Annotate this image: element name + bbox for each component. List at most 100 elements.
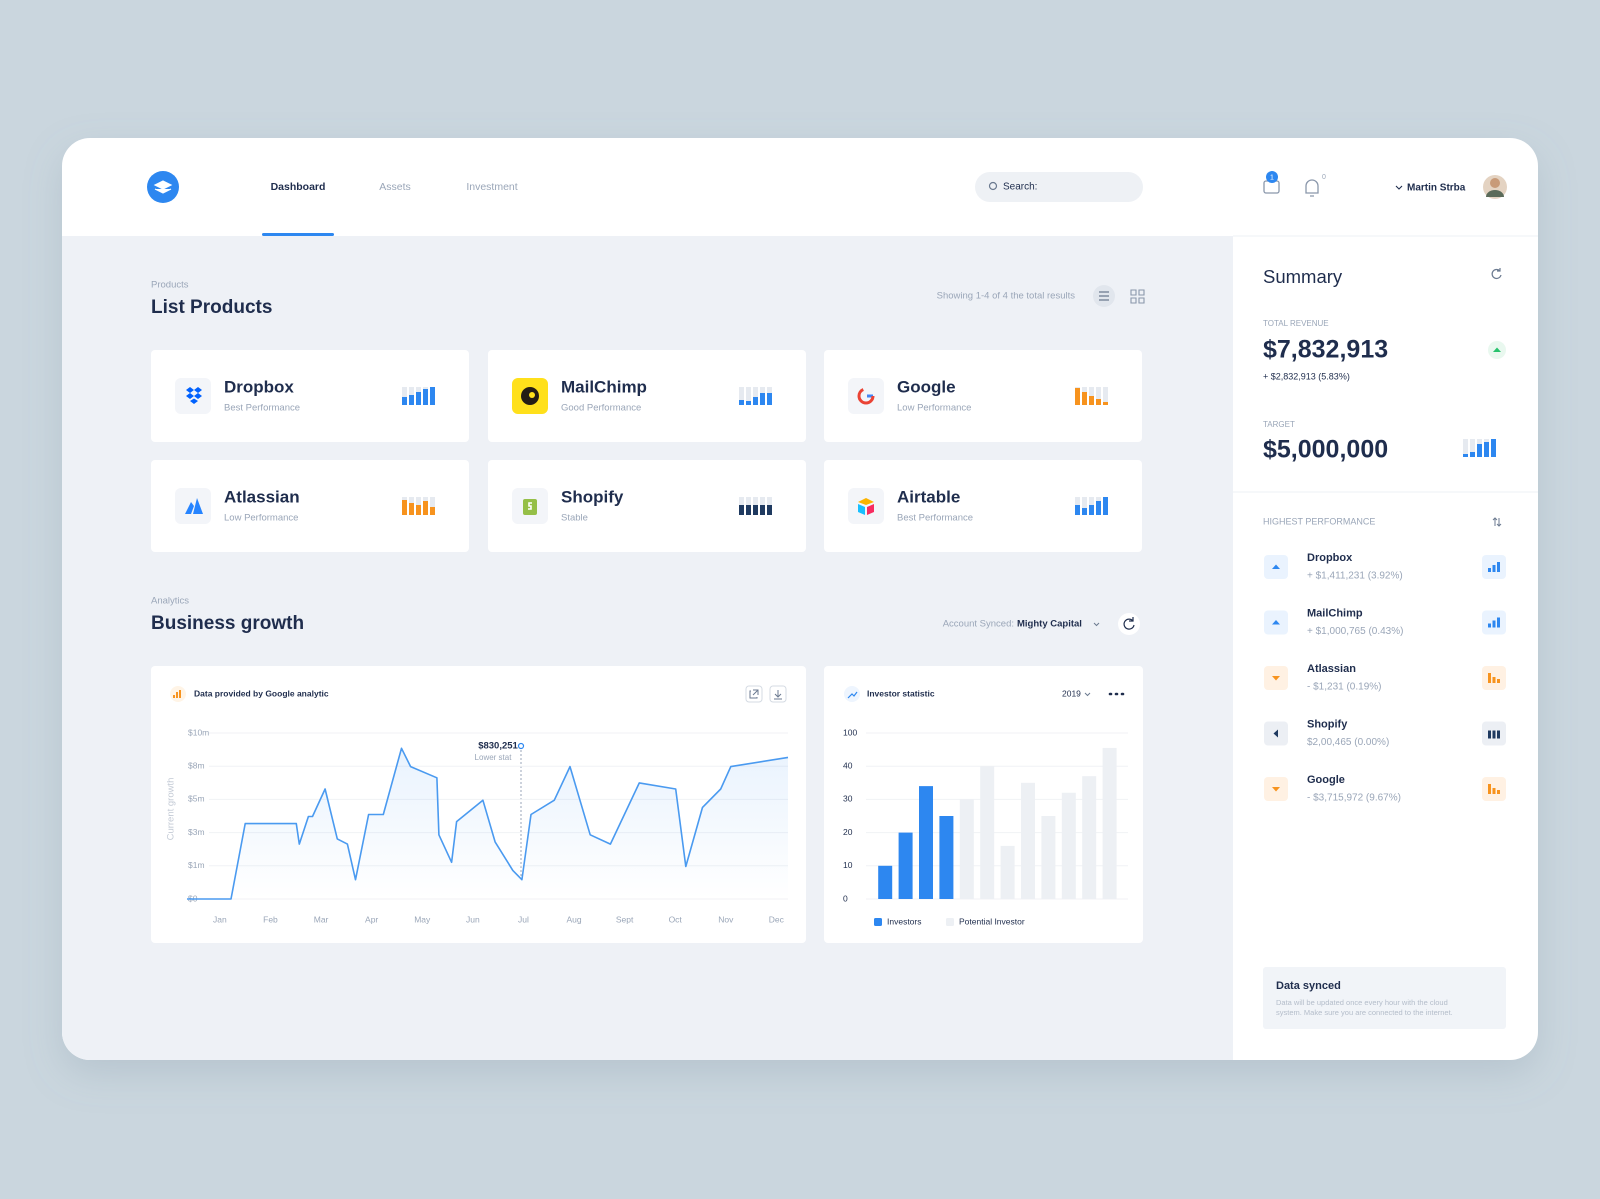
bar xyxy=(1082,776,1097,899)
y-tick-label: 0 xyxy=(843,893,848,903)
mini-bar xyxy=(402,397,407,405)
year-chevron[interactable] xyxy=(1084,692,1091,697)
mini-bar xyxy=(1089,396,1094,405)
annotation-value: $830,251 xyxy=(478,741,518,752)
x-tick-label: Jan xyxy=(213,914,227,924)
x-tick-label: Aug xyxy=(566,914,581,924)
logo-mark xyxy=(153,180,173,194)
investor-icon-line xyxy=(847,691,858,699)
mini-bar-track xyxy=(1463,439,1468,457)
mini-bar xyxy=(430,507,435,515)
product-name: MailChimp xyxy=(561,377,647,396)
mini-bar xyxy=(1075,388,1080,405)
mail-badge-count: 1 xyxy=(1270,174,1274,181)
product-status: Best Performance xyxy=(224,403,300,414)
logo-shopify-mark xyxy=(528,502,532,510)
mini-bar xyxy=(409,503,414,515)
mini-bar xyxy=(1103,402,1108,405)
x-tick-label: Feb xyxy=(263,914,278,924)
y-tick-label: $3m xyxy=(188,827,205,837)
mini-bar xyxy=(1082,508,1087,515)
performance-detail: $2,00,465 (0.00%) xyxy=(1307,737,1389,748)
nav-item[interactable]: Dashboard xyxy=(271,181,326,193)
y-tick-label: 100 xyxy=(843,727,857,737)
bar xyxy=(959,799,974,899)
line xyxy=(187,747,789,900)
product-card[interactable] xyxy=(151,460,469,552)
nav-item[interactable]: Assets xyxy=(379,181,411,193)
account-chevron[interactable] xyxy=(1093,622,1100,627)
performance-detail: + $1,411,231 (3.92%) xyxy=(1307,571,1403,582)
product-card[interactable] xyxy=(824,350,1142,442)
refresh-button[interactable] xyxy=(1118,613,1140,635)
search-placeholder: Search: xyxy=(1003,182,1037,193)
refresh-icon xyxy=(1123,617,1135,630)
results-count: Showing 1-4 of 4 the total results xyxy=(937,291,1076,302)
performance-name: Shopify xyxy=(1307,718,1348,730)
performance-detail: - $1,231 (0.19%) xyxy=(1307,682,1382,693)
bell-icon[interactable] xyxy=(1305,179,1319,197)
logo-airtable-top xyxy=(858,498,874,505)
mini-bar xyxy=(430,387,435,405)
open-button[interactable] xyxy=(745,685,763,703)
logo-mailchimp-eye xyxy=(529,392,535,398)
performance-icon-bar xyxy=(1497,617,1500,628)
performance-icon-bar xyxy=(1488,784,1491,794)
mini-bar xyxy=(416,392,421,405)
legend-swatch xyxy=(946,918,954,926)
bar xyxy=(980,766,995,899)
mini-bar xyxy=(767,393,772,405)
sync-title: Data synced xyxy=(1276,980,1341,992)
mini-bar xyxy=(767,505,772,515)
mini-bar xyxy=(423,501,428,515)
performance-icon-bar xyxy=(1492,565,1496,572)
performance-name: Atlassian xyxy=(1307,663,1356,675)
bar xyxy=(1000,845,1015,899)
revenue-label: TOTAL REVENUE xyxy=(1263,319,1329,328)
performance-icon-bar xyxy=(1488,673,1491,683)
x-tick-label: Jun xyxy=(466,914,480,924)
product-card[interactable] xyxy=(488,460,806,552)
chart-source: Data provided by Google analytic xyxy=(194,688,329,698)
sort-icon[interactable] xyxy=(1492,517,1502,527)
user-name[interactable]: Martin Strba xyxy=(1407,183,1466,194)
performance-icon-bar xyxy=(1492,620,1496,628)
open-icon xyxy=(749,689,759,699)
bar xyxy=(1041,816,1056,899)
year-select[interactable]: 2019 xyxy=(1062,688,1081,698)
logo-shopify xyxy=(523,499,537,515)
product-logo-box xyxy=(848,488,884,524)
list-icon xyxy=(1099,291,1109,301)
product-card[interactable] xyxy=(488,350,806,442)
revenue-change: + $2,832,913 (5.83%) xyxy=(1263,371,1350,381)
product-card[interactable] xyxy=(151,350,469,442)
bar xyxy=(939,816,954,899)
mini-bar xyxy=(1470,452,1475,457)
product-card[interactable] xyxy=(824,460,1142,552)
y-tick-label: $5m xyxy=(188,794,205,804)
product-name: Shopify xyxy=(561,487,624,506)
performance-icon-bar xyxy=(1492,730,1496,739)
summary-refresh[interactable] xyxy=(1491,268,1502,279)
mini-bar-track xyxy=(1103,387,1108,405)
mini-bar xyxy=(402,500,407,515)
mini-bar xyxy=(746,401,751,405)
summary-title: Summary xyxy=(1263,266,1343,287)
download-button[interactable] xyxy=(769,685,787,703)
annotation-text: Lower stat xyxy=(475,753,513,762)
mini-bar-track xyxy=(1470,439,1475,457)
account-name[interactable]: Mighty Capital xyxy=(1017,619,1082,630)
logo-google-ring xyxy=(857,387,875,405)
nav-item[interactable]: Investment xyxy=(466,181,517,193)
grid-view[interactable] xyxy=(1130,289,1145,304)
mini-bar xyxy=(760,393,765,405)
mail-badge xyxy=(1266,171,1278,183)
logo-atlassian xyxy=(185,498,203,514)
search-box[interactable] xyxy=(975,172,1143,202)
target-label: TARGET xyxy=(1263,420,1295,429)
mini-bar-track xyxy=(753,387,758,405)
mini-bar xyxy=(1082,392,1087,405)
trend-arrow xyxy=(1273,729,1278,738)
mini-bar xyxy=(753,397,758,405)
user-chevron[interactable] xyxy=(1395,185,1403,190)
